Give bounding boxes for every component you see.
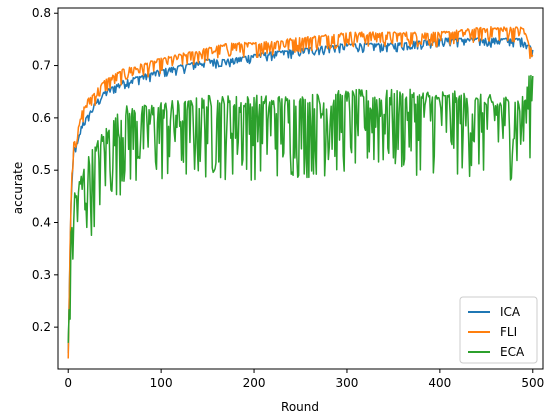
legend-label: FLI	[500, 325, 517, 339]
plot-frame	[57, 7, 544, 370]
x-tick-label: 0	[64, 376, 72, 390]
x-tick-label: 200	[243, 376, 266, 390]
x-axis: 0 100 200 300 400 500	[64, 369, 544, 390]
y-tick-label: 0.8	[32, 6, 51, 20]
y-tick-label: 0.4	[32, 216, 51, 230]
legend-label: ECA	[500, 345, 525, 359]
x-tick-label: 300	[336, 376, 359, 390]
legend: ICA FLI ECA	[459, 296, 538, 364]
y-axis: 0.2 0.3 0.4 0.5 0.6 0.7 0.8	[32, 6, 58, 334]
y-tick-label: 0.7	[32, 59, 51, 73]
y-tick-label: 0.2	[32, 320, 51, 334]
y-tick-label: 0.5	[32, 163, 51, 177]
x-axis-title: Round	[281, 400, 319, 414]
series-line-ica	[67, 37, 534, 354]
series-line-fli	[67, 26, 534, 359]
series-line-eca	[67, 74, 534, 343]
legend-box	[459, 296, 538, 364]
y-tick-label: 0.6	[32, 111, 51, 125]
plot-area	[67, 26, 534, 359]
y-tick-label: 0.3	[32, 268, 51, 282]
legend-label: ICA	[500, 305, 521, 319]
y-axis-title: accurate	[11, 162, 25, 215]
x-tick-label: 500	[521, 376, 544, 390]
x-tick-label: 100	[150, 376, 173, 390]
x-tick-label: 400	[428, 376, 451, 390]
